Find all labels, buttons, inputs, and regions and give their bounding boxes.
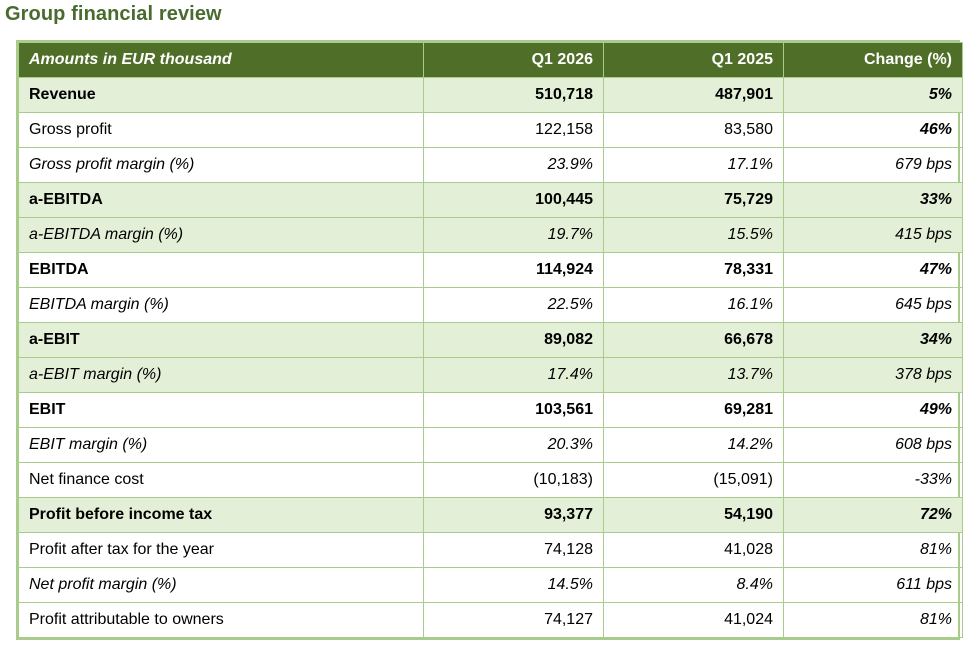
row-label: EBITDA margin (%) (18, 287, 424, 323)
value-change: 378 bps (783, 357, 963, 393)
table-row: Profit attributable to owners 74,127 41,… (18, 602, 963, 638)
value-change: 33% (783, 182, 963, 218)
value-q1-2025: 487,901 (603, 77, 784, 113)
row-label: a-EBIT (18, 322, 424, 358)
page-title: Group financial review (5, 3, 222, 25)
value-q1-2026: 89,082 (423, 322, 604, 358)
value-change: 415 bps (783, 217, 963, 253)
value-q1-2026: 20.3% (423, 427, 604, 463)
value-q1-2026: 93,377 (423, 497, 604, 533)
value-q1-2025: 8.4% (603, 567, 784, 603)
value-q1-2025: 16.1% (603, 287, 784, 323)
value-q1-2025: 83,580 (603, 112, 784, 148)
value-change: 47% (783, 252, 963, 288)
value-change: -33% (783, 462, 963, 498)
row-label: EBITDA (18, 252, 424, 288)
value-q1-2026: 122,158 (423, 112, 604, 148)
value-change: 46% (783, 112, 963, 148)
value-change: 608 bps (783, 427, 963, 463)
value-change: 611 bps (783, 567, 963, 603)
row-label: Net finance cost (18, 462, 424, 498)
table-row: Revenue 510,718 487,901 5% (18, 77, 963, 113)
value-q1-2026: 74,127 (423, 602, 604, 638)
row-label: Profit before income tax (18, 497, 424, 533)
table-row: a-EBITDA margin (%) 19.7% 15.5% 415 bps (18, 217, 963, 253)
value-q1-2025: 13.7% (603, 357, 784, 393)
table-row: Net profit margin (%) 14.5% 8.4% 611 bps (18, 567, 963, 603)
value-change: 645 bps (783, 287, 963, 323)
table-row: Profit after tax for the year 74,128 41,… (18, 532, 963, 568)
value-q1-2026: 510,718 (423, 77, 604, 113)
row-label: Net profit margin (%) (18, 567, 424, 603)
value-change: 49% (783, 392, 963, 428)
financial-review-table: Amounts in EUR thousand Q1 2026 Q1 2025 … (18, 42, 963, 638)
value-change: 679 bps (783, 147, 963, 183)
table-row: EBITDA 114,924 78,331 47% (18, 252, 963, 288)
table-row: a-EBIT 89,082 66,678 34% (18, 322, 963, 358)
financial-table-container: Amounts in EUR thousand Q1 2026 Q1 2025 … (16, 40, 963, 640)
table-body: Revenue 510,718 487,901 5% Gross profit … (18, 77, 963, 638)
row-label: a-EBIT margin (%) (18, 357, 424, 393)
table-row: Profit before income tax 93,377 54,190 7… (18, 497, 963, 533)
value-change: 81% (783, 602, 963, 638)
table-row: a-EBIT margin (%) 17.4% 13.7% 378 bps (18, 357, 963, 393)
table-row: EBIT margin (%) 20.3% 14.2% 608 bps (18, 427, 963, 463)
row-label: EBIT margin (%) (18, 427, 424, 463)
value-q1-2026: 19.7% (423, 217, 604, 253)
value-q1-2026: 74,128 (423, 532, 604, 568)
value-change: 34% (783, 322, 963, 358)
value-q1-2025: 17.1% (603, 147, 784, 183)
row-label: EBIT (18, 392, 424, 428)
value-q1-2025: 14.2% (603, 427, 784, 463)
value-q1-2025: 66,678 (603, 322, 784, 358)
table-row: a-EBITDA 100,445 75,729 33% (18, 182, 963, 218)
row-label: Profit attributable to owners (18, 602, 424, 638)
row-label: a-EBITDA (18, 182, 424, 218)
header-amounts: Amounts in EUR thousand (18, 42, 424, 78)
value-q1-2026: 100,445 (423, 182, 604, 218)
row-label: a-EBITDA margin (%) (18, 217, 424, 253)
header-change: Change (%) (783, 42, 963, 78)
header-q1-2026: Q1 2026 (423, 42, 604, 78)
value-q1-2025: 69,281 (603, 392, 784, 428)
table-row: EBITDA margin (%) 22.5% 16.1% 645 bps (18, 287, 963, 323)
value-change: 5% (783, 77, 963, 113)
table-row: Gross profit 122,158 83,580 46% (18, 112, 963, 148)
table-row: EBIT 103,561 69,281 49% (18, 392, 963, 428)
value-q1-2025: 75,729 (603, 182, 784, 218)
value-q1-2025: (15,091) (603, 462, 784, 498)
row-label: Profit after tax for the year (18, 532, 424, 568)
table-row: Net finance cost (10,183) (15,091) -33% (18, 462, 963, 498)
row-label: Gross profit margin (%) (18, 147, 424, 183)
value-q1-2025: 41,024 (603, 602, 784, 638)
value-q1-2026: 23.9% (423, 147, 604, 183)
row-label: Revenue (18, 77, 424, 113)
value-q1-2025: 15.5% (603, 217, 784, 253)
header-q1-2025: Q1 2025 (603, 42, 784, 78)
table-header-row: Amounts in EUR thousand Q1 2026 Q1 2025 … (18, 42, 963, 78)
value-q1-2025: 78,331 (603, 252, 784, 288)
value-q1-2026: 103,561 (423, 392, 604, 428)
table-row: Gross profit margin (%) 23.9% 17.1% 679 … (18, 147, 963, 183)
value-change: 81% (783, 532, 963, 568)
value-q1-2025: 54,190 (603, 497, 784, 533)
value-q1-2025: 41,028 (603, 532, 784, 568)
row-label: Gross profit (18, 112, 424, 148)
value-q1-2026: (10,183) (423, 462, 604, 498)
value-q1-2026: 22.5% (423, 287, 604, 323)
value-q1-2026: 17.4% (423, 357, 604, 393)
value-change: 72% (783, 497, 963, 533)
value-q1-2026: 114,924 (423, 252, 604, 288)
value-q1-2026: 14.5% (423, 567, 604, 603)
